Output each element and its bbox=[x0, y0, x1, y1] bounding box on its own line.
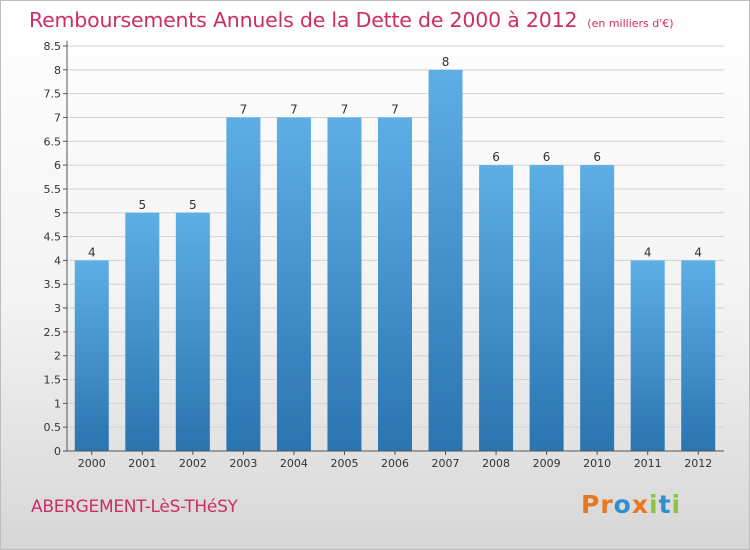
bar-2005 bbox=[327, 117, 362, 452]
bar-2008 bbox=[479, 165, 514, 451]
x-tick-label-2004: 2004 bbox=[280, 457, 308, 470]
data-label-2009: 6 bbox=[543, 150, 551, 164]
x-tick-label-2006: 2006 bbox=[381, 457, 409, 470]
x-tick-label-2008: 2008 bbox=[482, 457, 510, 470]
y-tick-label: 7.5 bbox=[44, 88, 62, 101]
data-label-2008: 6 bbox=[492, 150, 500, 164]
x-tick-label-2003: 2003 bbox=[229, 457, 257, 470]
chart-subtitle: (en milliers d'€) bbox=[587, 17, 674, 30]
y-tick-label: 2.5 bbox=[44, 326, 62, 339]
data-label-2010: 6 bbox=[593, 150, 601, 164]
logo-letter: i bbox=[671, 490, 682, 519]
data-label-2012: 4 bbox=[694, 245, 702, 259]
y-tick-label: 5 bbox=[54, 207, 61, 220]
y-tick-label: 1.5 bbox=[44, 374, 62, 387]
data-label-2004: 7 bbox=[290, 102, 298, 116]
bar-2000 bbox=[74, 260, 109, 451]
y-tick-label: 8 bbox=[54, 64, 61, 77]
y-tick-label: 4 bbox=[54, 254, 61, 267]
bar-2012 bbox=[681, 260, 716, 451]
x-tick-label-2009: 2009 bbox=[533, 457, 561, 470]
x-tick-label-2012: 2012 bbox=[684, 457, 712, 470]
logo-letter: x bbox=[631, 490, 649, 519]
y-tick-label: 0 bbox=[54, 445, 61, 458]
bar-2004 bbox=[276, 117, 311, 452]
x-axis: 2000 2001 2002 2003 2004 2005 2006 2007 2008 2009… bbox=[67, 450, 724, 470]
x-tick-label-2007: 2007 bbox=[432, 457, 460, 470]
bar-2001 bbox=[125, 212, 160, 451]
bar-2010 bbox=[580, 165, 615, 451]
data-label-2001: 5 bbox=[138, 198, 146, 212]
chart-title: Remboursements Annuels de la Dette de 20… bbox=[29, 8, 674, 32]
x-tick-label-2005: 2005 bbox=[330, 457, 358, 470]
data-label-2006: 7 bbox=[391, 102, 399, 116]
logo-letter: r bbox=[600, 490, 614, 519]
y-tick-label: 1 bbox=[54, 397, 61, 410]
y-tick-label: 0.5 bbox=[44, 421, 62, 434]
data-label-2005: 7 bbox=[341, 102, 349, 116]
y-tick-label: 3 bbox=[54, 302, 61, 315]
y-axis: 0 0.5 1 1.5 2 2.5 3 3.5 4 4.5 5 5.5 6 6.5 7 7.5 8 8.5 bbox=[44, 40, 68, 458]
y-tick-label: 7 bbox=[54, 111, 61, 124]
y-tick-label: 8.5 bbox=[44, 40, 62, 53]
bars: 4 5 5 7 7 7 7 8 6 6 6 4 4 bbox=[74, 55, 716, 452]
logo-letter: o bbox=[613, 490, 632, 519]
x-tick-label-2001: 2001 bbox=[128, 457, 156, 470]
commune-name: ABERGEMENT-LèS-THéSY bbox=[31, 497, 238, 517]
y-tick-label: 6 bbox=[54, 159, 61, 172]
x-tick-label-2010: 2010 bbox=[583, 457, 611, 470]
x-tick-label-2011: 2011 bbox=[634, 457, 662, 470]
data-label-2007: 8 bbox=[442, 55, 450, 69]
x-tick-label-2000: 2000 bbox=[78, 457, 106, 470]
bar-2003 bbox=[226, 117, 261, 452]
bar-2002 bbox=[175, 212, 210, 451]
y-tick-label: 6.5 bbox=[44, 135, 62, 148]
bar-2007 bbox=[428, 69, 463, 451]
bar-2011 bbox=[630, 260, 665, 451]
bar-2006 bbox=[378, 117, 412, 452]
y-tick-label: 3.5 bbox=[44, 278, 62, 291]
y-tick-label: 2 bbox=[54, 350, 61, 363]
data-label-2011: 4 bbox=[644, 245, 652, 259]
logo-letter: t bbox=[658, 490, 672, 519]
proxiti-logo: Proxiti bbox=[581, 490, 681, 519]
data-label-2000: 4 bbox=[88, 245, 96, 259]
chart-title-text: Remboursements Annuels de la Dette de 20… bbox=[29, 8, 578, 32]
data-label-2003: 7 bbox=[240, 102, 248, 116]
logo-letter: P bbox=[581, 490, 601, 519]
bar-2009 bbox=[529, 165, 564, 451]
y-tick-label: 5.5 bbox=[44, 183, 62, 196]
logo-letter: i bbox=[649, 490, 659, 519]
y-tick-label: 4.5 bbox=[44, 231, 62, 244]
data-label-2002: 5 bbox=[189, 198, 197, 212]
x-tick-label-2002: 2002 bbox=[179, 457, 207, 470]
